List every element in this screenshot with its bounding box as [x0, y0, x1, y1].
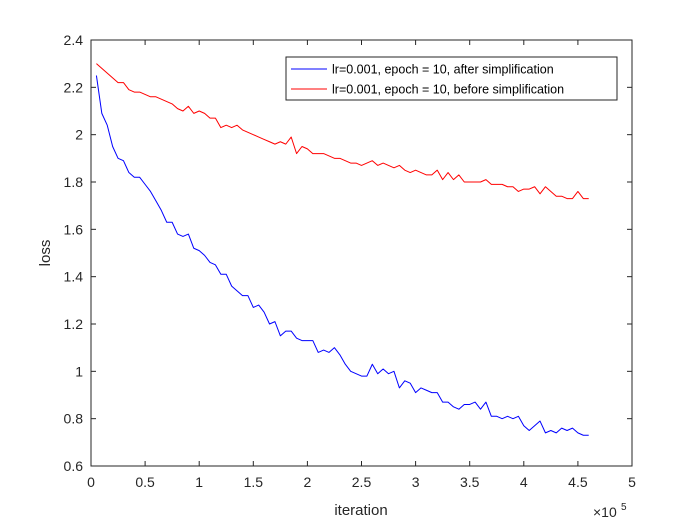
series-layer — [95, 63, 589, 436]
x-tick-label: 2 — [304, 474, 312, 490]
ticks-layer: 0 0.5 1 1.5 2 2.5 3 3.5 4 4.5 5 0.6 0.8 1 1.2 1.4 1.6 1.8… — [64, 32, 637, 490]
y-tick-label: 2.2 — [64, 79, 84, 95]
x-tick-label: 4.5 — [568, 474, 588, 490]
x-tick-label: 1 — [195, 474, 203, 490]
x-exponent-base: ×10 — [593, 504, 617, 520]
y-tick-label: 1.4 — [64, 269, 84, 285]
series-line-before — [96, 63, 589, 200]
plot-area — [91, 40, 632, 466]
x-tick-label: 4 — [520, 474, 528, 490]
y-tick-label: 0.6 — [64, 458, 84, 474]
x-exponent-power: 5 — [621, 502, 627, 513]
y-tick-label: 1.6 — [64, 221, 84, 237]
x-tick-label: 0 — [87, 474, 95, 490]
y-tick-label: 1 — [75, 363, 83, 379]
legend-box — [285, 56, 618, 101]
y-tick-label: 1.8 — [64, 174, 84, 190]
x-exponent-label: ×10 5 — [593, 502, 627, 520]
y-tick-label: 0.8 — [64, 411, 84, 427]
y-tick-label: 1.2 — [64, 316, 84, 332]
x-tick-label: 3.5 — [460, 474, 480, 490]
y-axis-label: loss — [37, 240, 54, 267]
legend: lr=0.001, epoch = 10, after simplificati… — [285, 56, 618, 101]
y-tick-label: 2.4 — [64, 32, 84, 48]
y-tick-label: 2 — [75, 127, 83, 143]
series-line-after — [95, 75, 589, 436]
x-tick-label: 3 — [412, 474, 420, 490]
x-tick-label: 1.5 — [244, 474, 264, 490]
legend-label-after: lr=0.001, epoch = 10, after simplificati… — [332, 63, 554, 77]
x-tick-label: 5 — [628, 474, 636, 490]
x-tick-label: 0.5 — [135, 474, 155, 490]
x-tick-label: 2.5 — [352, 474, 372, 490]
legend-label-before: lr=0.001, epoch = 10, before simplificat… — [332, 83, 564, 97]
x-axis-label: iteration — [334, 502, 387, 519]
